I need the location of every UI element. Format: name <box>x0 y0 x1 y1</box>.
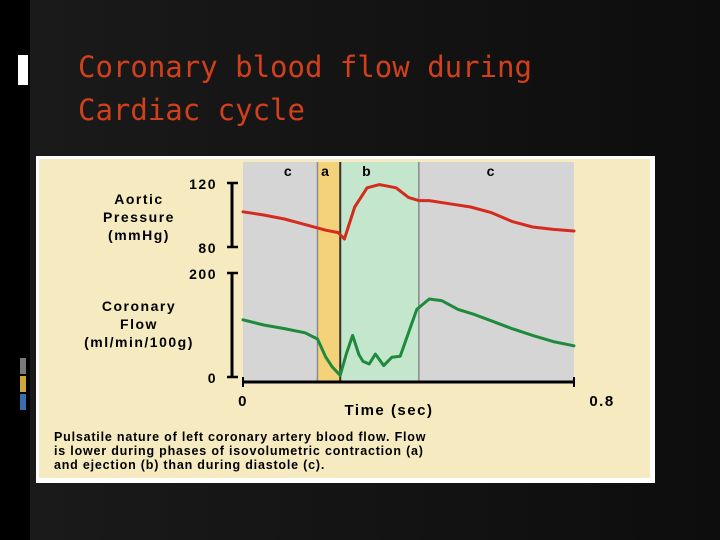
phase-label: c <box>284 163 293 179</box>
y-axis-label: Pressure <box>103 209 175 225</box>
phase-band-a <box>317 162 341 382</box>
figure-caption: and ejection (b) than during diastole (c… <box>54 458 325 472</box>
y-tick-label: 120 <box>189 176 217 192</box>
phase-band-c <box>418 162 574 382</box>
coronary-flow-chart: c a b c 120 80 200 0 Aortic Pressure (mmHg) Coronar… <box>54 162 614 472</box>
phase-band-c <box>243 162 318 382</box>
y-axis-label: Coronary <box>102 298 176 314</box>
figure-panel: c a b c 120 80 200 0 Aortic Pressure (mmHg) Coronar… <box>39 159 650 478</box>
phase-label: b <box>362 163 372 179</box>
phase-label: a <box>321 163 330 179</box>
x-tick-label: 0 <box>238 393 248 410</box>
y-tick-label: 0 <box>208 370 217 386</box>
accent-block <box>18 55 28 85</box>
x-axis-label: Time (sec) <box>345 402 434 419</box>
accent-bars <box>20 358 26 412</box>
y-axis-label: (mmHg) <box>108 227 170 243</box>
figure-caption: is lower during phases of isovolumetric … <box>54 444 424 458</box>
y-axis-label: Flow <box>120 316 158 332</box>
y-axis-label: (ml/min/100g) <box>84 334 194 350</box>
coronary-flow-line <box>241 297 576 377</box>
y-tick-label: 80 <box>198 240 217 256</box>
phase-label: c <box>487 163 496 179</box>
phase-band-b <box>340 162 419 382</box>
figure-caption: Pulsatile nature of left coronary artery… <box>54 430 426 444</box>
x-tick-label: 0.8 <box>589 393 614 410</box>
left-strip <box>0 0 30 540</box>
slide-title: Coronary blood flow during Cardiac cycle <box>78 50 532 127</box>
figure-frame: c a b c 120 80 200 0 Aortic Pressure (mmHg) Coronar… <box>36 156 655 483</box>
y-tick-label: 200 <box>189 266 217 282</box>
aortic-pressure-line <box>241 183 576 241</box>
y-axis-label: Aortic <box>114 191 163 207</box>
